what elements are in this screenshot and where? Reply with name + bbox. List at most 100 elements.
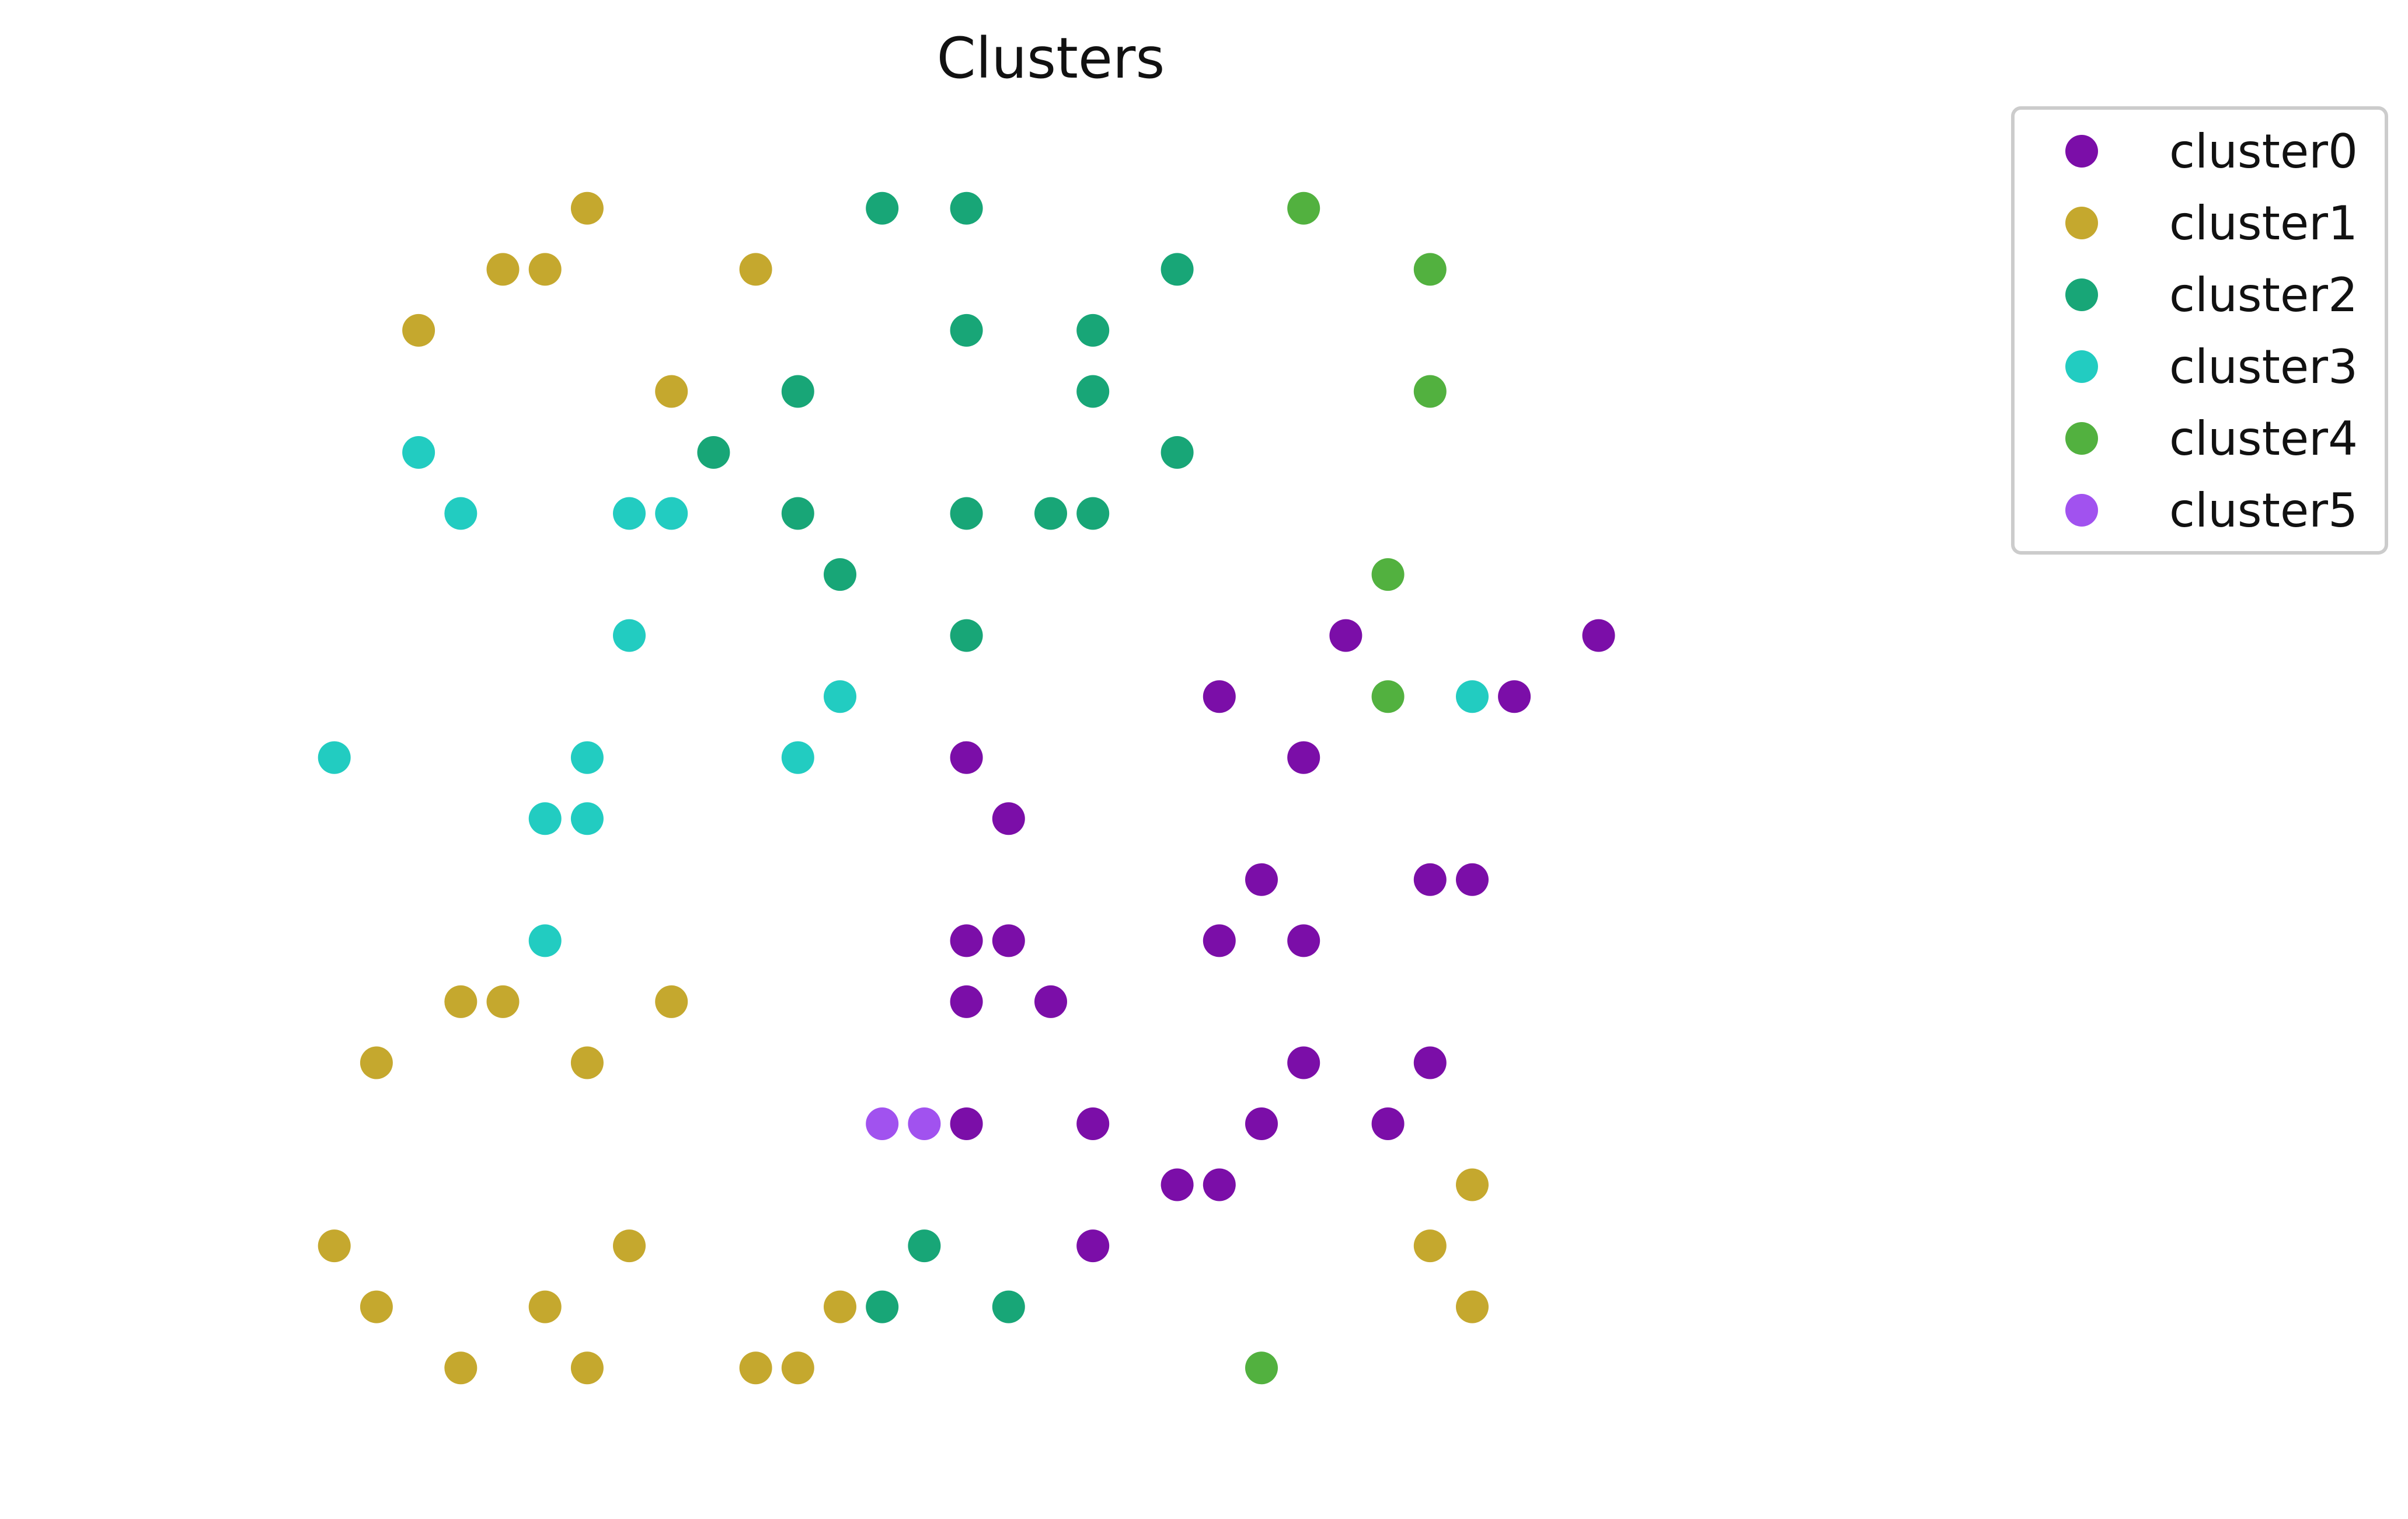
point-cluster3-7 xyxy=(318,741,351,774)
point-cluster2-16 xyxy=(866,1290,899,1323)
point-cluster1-3 xyxy=(739,253,772,286)
point-cluster2-15 xyxy=(908,1229,941,1263)
legend-label-cluster5: cluster5 xyxy=(2169,483,2358,538)
legend-marker-cluster2 xyxy=(2065,278,2098,311)
point-cluster1-14 xyxy=(1413,1229,1447,1263)
point-cluster1-11 xyxy=(1456,1168,1489,1201)
point-cluster0-22 xyxy=(1161,1168,1194,1201)
point-cluster3-6 xyxy=(1456,680,1489,713)
point-cluster1-2 xyxy=(528,253,562,286)
point-cluster1-10 xyxy=(570,1046,604,1079)
point-cluster0-8 xyxy=(1413,863,1447,896)
point-cluster5-1 xyxy=(908,1107,941,1140)
legend-label-cluster1: cluster1 xyxy=(2169,196,2358,250)
point-cluster0-5 xyxy=(1287,741,1320,774)
point-cluster2-2 xyxy=(1161,253,1194,286)
point-cluster0-21 xyxy=(1371,1107,1405,1140)
point-cluster1-1 xyxy=(486,253,520,286)
point-cluster2-6 xyxy=(1076,375,1110,408)
point-cluster2-0 xyxy=(866,191,899,225)
point-cluster3-2 xyxy=(613,497,646,530)
point-cluster1-5 xyxy=(655,375,688,408)
legend-marker-cluster3 xyxy=(2065,350,2098,383)
chart-title: Clusters xyxy=(937,26,1165,91)
legend-label-cluster3: cluster3 xyxy=(2169,340,2358,394)
point-cluster1-20 xyxy=(570,1351,604,1385)
legend-frame xyxy=(2011,106,2388,555)
point-cluster2-10 xyxy=(950,497,983,530)
point-cluster0-23 xyxy=(1203,1168,1236,1201)
point-cluster3-8 xyxy=(570,741,604,774)
point-cluster2-17 xyxy=(992,1290,1025,1323)
legend: cluster0 cluster1 cluster2 cluster3 cluster4… xyxy=(2011,106,2388,555)
point-cluster1-6 xyxy=(444,985,478,1018)
point-cluster0-15 xyxy=(1034,985,1067,1018)
point-cluster4-3 xyxy=(1371,558,1405,591)
point-cluster3-4 xyxy=(613,619,646,652)
point-cluster0-7 xyxy=(1245,863,1278,896)
legend-label-cluster2: cluster2 xyxy=(2169,268,2358,322)
legend-marker-cluster0 xyxy=(2065,135,2098,168)
point-cluster1-8 xyxy=(655,985,688,1018)
point-cluster1-7 xyxy=(486,985,520,1018)
point-cluster4-5 xyxy=(1245,1351,1278,1385)
point-cluster3-5 xyxy=(824,680,856,713)
point-cluster3-1 xyxy=(444,497,478,530)
point-cluster0-6 xyxy=(992,802,1025,835)
point-cluster2-14 xyxy=(950,619,983,652)
point-cluster2-5 xyxy=(781,375,814,408)
point-cluster3-0 xyxy=(402,436,435,469)
point-cluster1-22 xyxy=(781,1351,814,1385)
point-cluster2-12 xyxy=(1076,497,1110,530)
point-cluster0-9 xyxy=(1456,863,1489,896)
point-cluster1-18 xyxy=(1456,1290,1489,1323)
point-cluster2-11 xyxy=(1034,497,1067,530)
point-cluster2-1 xyxy=(950,191,983,225)
point-cluster0-4 xyxy=(950,741,983,774)
point-cluster1-15 xyxy=(360,1290,393,1323)
point-cluster2-9 xyxy=(781,497,814,530)
point-cluster4-1 xyxy=(1413,253,1447,286)
legend-label-cluster4: cluster4 xyxy=(2169,412,2358,466)
point-cluster0-10 xyxy=(950,924,983,957)
point-cluster1-4 xyxy=(402,313,435,347)
point-cluster0-11 xyxy=(992,924,1025,957)
legend-items: cluster0 cluster1 cluster2 cluster3 cluster4… xyxy=(2065,124,2358,538)
point-cluster5-0 xyxy=(866,1107,899,1140)
point-cluster1-0 xyxy=(570,191,604,225)
point-cluster2-4 xyxy=(1076,313,1110,347)
point-cluster0-0 xyxy=(1329,619,1362,652)
point-cluster1-21 xyxy=(739,1351,772,1385)
point-cluster0-12 xyxy=(1203,924,1236,957)
point-cluster0-19 xyxy=(1076,1107,1110,1140)
point-cluster1-17 xyxy=(824,1290,856,1323)
point-cluster4-4 xyxy=(1371,680,1405,713)
point-cluster0-3 xyxy=(1498,680,1531,713)
legend-marker-cluster1 xyxy=(2065,207,2098,239)
legend-marker-cluster4 xyxy=(2065,422,2098,455)
point-cluster3-10 xyxy=(528,802,562,835)
point-cluster0-1 xyxy=(1582,619,1615,652)
point-cluster3-12 xyxy=(528,924,562,957)
point-cluster4-0 xyxy=(1287,191,1320,225)
point-cluster0-20 xyxy=(1245,1107,1278,1140)
point-cluster2-8 xyxy=(1161,436,1194,469)
point-cluster0-17 xyxy=(1413,1046,1447,1079)
point-cluster1-9 xyxy=(360,1046,393,1079)
point-cluster3-9 xyxy=(781,741,814,774)
point-cluster0-18 xyxy=(950,1107,983,1140)
points-layer xyxy=(318,191,1615,1385)
point-cluster0-16 xyxy=(1287,1046,1320,1079)
point-cluster2-13 xyxy=(824,558,856,591)
point-cluster1-16 xyxy=(528,1290,562,1323)
point-cluster0-13 xyxy=(1287,924,1320,957)
point-cluster0-14 xyxy=(950,985,983,1018)
legend-marker-cluster5 xyxy=(2065,494,2098,527)
point-cluster3-3 xyxy=(655,497,688,530)
point-cluster1-13 xyxy=(613,1229,646,1263)
point-cluster0-2 xyxy=(1203,680,1236,713)
point-cluster1-19 xyxy=(444,1351,478,1385)
legend-label-cluster0: cluster0 xyxy=(2169,124,2358,179)
point-cluster4-2 xyxy=(1413,375,1447,408)
